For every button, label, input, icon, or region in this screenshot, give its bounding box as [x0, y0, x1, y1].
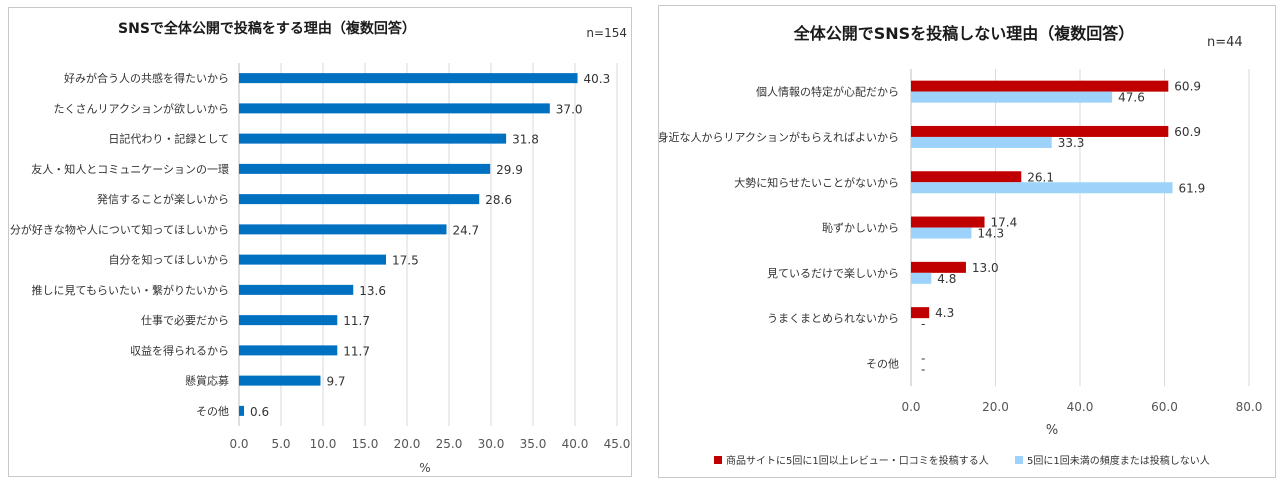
x-tick-label: 45.0 — [604, 437, 631, 451]
x-tick-label: 80.0 — [1236, 400, 1263, 414]
bar-series-1 — [911, 125, 1169, 137]
category-label: 収益を得られるから — [130, 343, 229, 357]
bar-value-label: 33.3 — [1058, 136, 1085, 150]
bar-series-1 — [911, 261, 966, 273]
bar — [239, 163, 491, 174]
chart-left-svg: SNSで全体公開で投稿をする理由（複数回答） n=154 0.0 5.0 10.0 15.… — [9, 20, 631, 475]
x-tick-label: 30.0 — [478, 437, 505, 451]
bar-series-2 — [911, 182, 1173, 194]
category-label: 発信することが楽しいから — [97, 192, 229, 206]
bar-value-label: 40.3 — [584, 72, 611, 86]
bar — [239, 345, 338, 356]
category-label: 個人情報の特定が心配だから — [756, 85, 899, 99]
bar-value-label: 37.0 — [556, 102, 583, 116]
bar-value-label: 26.1 — [1027, 170, 1054, 184]
x-tick-label: 10.0 — [310, 437, 337, 451]
category-label: 懸賞応募 — [185, 374, 229, 388]
bar-series-1 — [911, 171, 1022, 183]
bar-series-2 — [911, 272, 932, 284]
bar-value-label: 24.7 — [452, 223, 479, 237]
bar — [239, 315, 338, 326]
bar-value-label: 4.3 — [935, 306, 954, 320]
category-label: その他 — [866, 357, 899, 370]
bar-value-label: - — [921, 317, 925, 331]
category-label: うまくまとめられないから — [767, 312, 899, 325]
sample-size-label: n=44 — [1207, 35, 1243, 50]
chart-title: 全体公開でSNSを投稿しない理由（複数回答） — [793, 24, 1134, 43]
bar — [239, 133, 507, 144]
category-label: 日記代わり・記録として — [108, 132, 229, 146]
bar-series-2 — [911, 91, 1113, 103]
bar-series-2 — [911, 136, 1052, 148]
category-label: 自分を知ってほしいから — [109, 253, 229, 267]
legend-swatch-series-2 — [1015, 456, 1023, 464]
category-label: 自分が好きな物や人について知ってほしいから — [9, 222, 229, 236]
bar-value-label: 29.9 — [496, 163, 523, 177]
chart-title: SNSで全体公開で投稿をする理由（複数回答） — [118, 20, 416, 37]
x-axis-label: % — [419, 461, 430, 475]
legend-swatch-series-1 — [714, 456, 722, 464]
category-label: その他 — [196, 405, 229, 418]
category-label: 身近な人からリアクションがもらえればよいから — [659, 130, 899, 144]
x-tick-label: 15.0 — [352, 437, 379, 451]
x-axis-label: % — [1046, 423, 1058, 438]
x-tick-label: 0.0 — [901, 400, 920, 414]
bar-value-label: 13.6 — [359, 284, 386, 298]
category-label: 大勢に知らせたいことがないから — [734, 175, 899, 189]
bar-series-1 — [911, 307, 930, 319]
bar-value-label: 11.7 — [343, 344, 370, 358]
legend-label-series-1: 商品サイトに5回に1回以上レビュー・口コミを投稿する人 — [726, 454, 989, 467]
bar-value-label: 47.6 — [1118, 91, 1145, 105]
sample-size-label: n=154 — [586, 26, 627, 40]
bar-series-2 — [911, 227, 972, 239]
bar — [239, 103, 550, 114]
bar-value-label: 28.6 — [485, 193, 512, 207]
bar — [239, 284, 354, 295]
category-label: 仕事で必要だから — [141, 314, 229, 327]
bar-value-label: 11.7 — [343, 314, 370, 328]
bar — [239, 194, 480, 205]
x-tick-label: 40.0 — [1067, 400, 1094, 414]
bar-value-label: 60.9 — [1174, 80, 1201, 94]
bar-value-label: 14.3 — [977, 227, 1004, 241]
category-label: 推しに見てもらいたい・繋がりたいから — [32, 283, 229, 297]
x-tick-label: 20.0 — [394, 437, 421, 451]
bar-series-1 — [911, 80, 1169, 92]
bar-value-label: 17.5 — [392, 254, 419, 268]
bar-value-label: 61.9 — [1179, 181, 1206, 195]
bar-value-label: 17.4 — [991, 216, 1018, 230]
bar-value-label: 13.0 — [972, 261, 999, 275]
bar-value-label: - — [921, 351, 925, 365]
x-tick-label: 20.0 — [982, 400, 1009, 414]
bar-value-label: 9.7 — [326, 375, 345, 389]
bar — [239, 73, 578, 84]
x-tick-label: 5.0 — [271, 437, 290, 451]
bar — [239, 375, 321, 386]
bar-value-label: 60.9 — [1174, 125, 1201, 139]
legend-label-series-2: 5回に1回未満の頻度または投稿しない人 — [1027, 454, 1210, 467]
category-label: 友人・知人とコミュニケーションの一環 — [31, 162, 229, 176]
x-tick-label: 35.0 — [520, 437, 547, 451]
chart-right-svg: 全体公開でSNSを投稿しない理由（複数回答） n=44 0.0 20.0 40.0 60.… — [659, 24, 1263, 467]
category-label: たくさんリアクションが欲しいから — [54, 101, 229, 115]
bar-value-label: - — [921, 362, 925, 376]
x-tick-label: 60.0 — [1151, 400, 1178, 414]
bar-value-label: 0.6 — [250, 405, 269, 419]
x-tick-label: 0.0 — [229, 437, 248, 451]
x-tick-label: 25.0 — [436, 437, 463, 451]
chart-panel-left: SNSで全体公開で投稿をする理由（複数回答） n=154 0.0 5.0 10.0 15.… — [8, 7, 632, 477]
bar — [239, 254, 386, 265]
category-label: 好みが合う人の共感を得たいから — [64, 71, 229, 85]
bar-value-label: 4.8 — [937, 272, 956, 286]
bar — [239, 405, 245, 416]
bar-series-1 — [911, 216, 985, 228]
x-tick-label: 40.0 — [562, 437, 589, 451]
bar — [239, 224, 447, 235]
category-label: 恥ずかしいから — [822, 222, 899, 235]
category-label: 見ているだけで楽しいから — [767, 267, 899, 280]
chart-panel-right: 全体公開でSNSを投稿しない理由（複数回答） n=44 0.0 20.0 40.0 60.… — [658, 5, 1276, 478]
bar-value-label: 31.8 — [512, 133, 539, 147]
